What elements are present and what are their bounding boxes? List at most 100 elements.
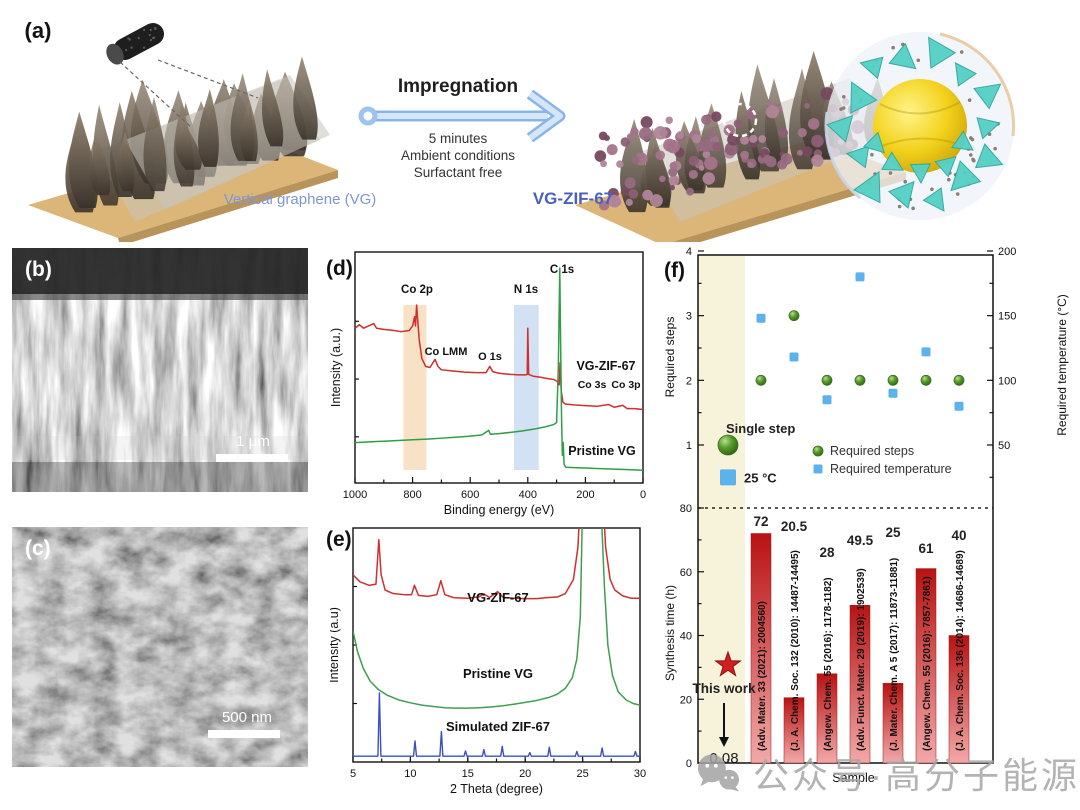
svg-text:Vertical graphene (VG): Vertical graphene (VG): [224, 191, 377, 208]
svg-text:80: 80: [680, 503, 692, 515]
svg-text:Pristine VG: Pristine VG: [463, 666, 533, 681]
svg-text:50: 50: [998, 440, 1010, 452]
zif67-molecule: [824, 32, 1016, 220]
watermark-text: 公众号·高分子能源: [753, 755, 1080, 796]
svg-text:1: 1: [686, 440, 692, 452]
svg-text:VG-ZIF-67: VG-ZIF-67: [533, 189, 613, 208]
svg-text:Co 2p: Co 2p: [401, 284, 433, 296]
scale-bar-b: 1 μm: [216, 433, 290, 462]
svg-text:Required temperature (°C): Required temperature (°C): [1055, 294, 1069, 436]
svg-text:600: 600: [461, 489, 479, 501]
svg-text:C 1s: C 1s: [550, 264, 574, 276]
svg-text:5 minutes: 5 minutes: [429, 131, 488, 146]
sem-texture-c: [12, 527, 308, 767]
svg-text:Intensity (a.u.): Intensity (a.u.): [330, 328, 343, 407]
svg-text:72: 72: [753, 514, 768, 529]
scale-bar-c: 500 nm: [208, 709, 286, 738]
svg-text:Ambient conditions: Ambient conditions: [401, 148, 515, 163]
svg-text:Surfactant free: Surfactant free: [414, 165, 503, 180]
graphene-sheet-inset: [106, 23, 165, 65]
svg-text:28: 28: [819, 545, 835, 560]
svg-text:Required steps: Required steps: [830, 444, 914, 458]
svg-text:Simulated ZIF-67: Simulated ZIF-67: [446, 719, 550, 734]
scale-bar-c-line: [208, 730, 280, 738]
panel-b-letter: (b): [25, 258, 52, 281]
svg-text:Pristine VG: Pristine VG: [568, 444, 635, 458]
scale-bar-b-text: 1 μm: [236, 433, 270, 450]
svg-text:(J. A. Chem. Soc. 132 (2010):: (J. A. Chem. Soc. 132 (2010): 14487-1449…: [790, 550, 801, 751]
svg-text:(Angew. Chem. 55 (2016): 1178-: (Angew. Chem. 55 (2016): 1178-1182): [823, 577, 834, 751]
svg-text:(Adv. Mater. 33 (2021): 200456: (Adv. Mater. 33 (2021): 2004560): [757, 601, 768, 751]
svg-text:25 °C: 25 °C: [744, 470, 777, 485]
svg-text:20: 20: [519, 768, 531, 780]
svg-text:Required temperature: Required temperature: [830, 462, 952, 476]
svg-text:VG-ZIF-67: VG-ZIF-67: [467, 590, 528, 605]
svg-text:Synthesis time (h): Synthesis time (h): [663, 585, 677, 681]
svg-text:10: 10: [404, 768, 416, 780]
xps-plot-svg: 0 200 400 600 800 1000 Binding energy (eV) Inte…: [330, 251, 646, 517]
svg-text:VG-ZIF-67: VG-ZIF-67: [576, 359, 635, 373]
svg-text:100: 100: [998, 375, 1016, 387]
panel-a-schematic: (a) Vertical graphene (VG) Impregnation 5 m…: [0, 0, 1080, 242]
panel-c-letter: (c): [25, 537, 51, 560]
scale-bar-b-line: [216, 454, 288, 462]
panel-f-comparison-chart: (f) 4 3 2 1 Required steps 200 150 100 50 Require…: [660, 245, 1080, 807]
svg-text:0: 0: [686, 758, 692, 770]
xrd-plot-svg: 5 10 15 20 25 30 2 Theta (degree) Intensity (a.…: [330, 527, 646, 796]
svg-text:(Adv. Funct. Mater. 29 (2019):: (Adv. Funct. Mater. 29 (2019): 1902539): [856, 568, 867, 751]
svg-text:4: 4: [686, 246, 692, 258]
svg-text:O 1s: O 1s: [478, 351, 502, 363]
svg-text:(Angew. Chem. 55 (2016): 7857-: (Angew. Chem. 55 (2016): 7857-7861): [922, 576, 933, 751]
panel-d-xps-chart: (d) 0 200 400 600 800 1000 Binding energy (eV)…: [326, 245, 662, 517]
panel-e-letter: (e): [326, 528, 352, 551]
panel-d-letter: (d): [326, 257, 353, 280]
svg-text:Binding energy (eV): Binding energy (eV): [444, 503, 554, 517]
svg-text:25: 25: [576, 768, 588, 780]
svg-text:49.5: 49.5: [847, 533, 874, 548]
svg-text:(J. A. Chem. Soc. 136 (2014):: (J. A. Chem. Soc. 136 (2014): 14686-1468…: [955, 550, 966, 751]
wechat-icon: [697, 754, 740, 792]
sem-texture-b: [12, 248, 308, 492]
svg-text:0: 0: [640, 489, 646, 501]
svg-text:5: 5: [350, 768, 356, 780]
svg-text:200: 200: [998, 246, 1016, 258]
svg-text:3: 3: [686, 311, 692, 323]
svg-text:20.5: 20.5: [781, 519, 808, 534]
svg-text:2: 2: [686, 375, 692, 387]
svg-text:30: 30: [634, 768, 646, 780]
svg-text:Impregnation: Impregnation: [398, 76, 518, 97]
svg-text:15: 15: [462, 768, 474, 780]
panel-a-svg: (a) Vertical graphene (VG) Impregnation 5 m…: [25, 18, 1016, 242]
panel-b-sem-image: (b) 1 μm: [12, 248, 308, 492]
svg-text:(J. Mater. Chem. A 5 (2017): 1: (J. Mater. Chem. A 5 (2017): 11873-11881…: [889, 558, 900, 751]
svg-text:40: 40: [680, 631, 692, 643]
svg-text:400: 400: [519, 489, 537, 501]
svg-text:Single step: Single step: [726, 421, 795, 436]
svg-text:Required steps: Required steps: [663, 317, 677, 398]
comparison-plot-svg: 4 3 2 1 Required steps 200 150 100 50 Required te…: [663, 246, 1069, 785]
scale-bar-c-text: 500 nm: [221, 709, 273, 726]
svg-text:This work: This work: [692, 681, 756, 696]
watermark: 公众号·高分子能源: [694, 740, 1080, 806]
svg-text:25: 25: [885, 525, 901, 540]
svg-text:61: 61: [918, 541, 934, 556]
svg-text:Co LMM: Co LMM: [425, 346, 468, 358]
svg-text:40: 40: [951, 528, 966, 543]
svg-text:(a): (a): [25, 18, 52, 43]
svg-text:200: 200: [576, 489, 594, 501]
svg-text:Co 3s: Co 3s: [578, 379, 607, 391]
svg-text:N 1s: N 1s: [514, 284, 538, 296]
svg-text:800: 800: [403, 489, 421, 501]
vg-illustration: [28, 23, 338, 242]
svg-text:1000: 1000: [343, 489, 367, 501]
svg-text:Co 3p: Co 3p: [611, 379, 640, 391]
panel-c-sem-image: (c) 500 nm: [12, 527, 308, 767]
svg-text:150: 150: [998, 311, 1016, 323]
panel-e-xrd-chart: (e) 5 10 15 20 25 30 2 Theta (degree) Intensity…: [326, 518, 662, 810]
svg-text:60: 60: [680, 567, 692, 579]
panel-f-letter: (f): [664, 259, 685, 282]
svg-text:Sample: Sample: [832, 771, 874, 785]
impregnation-arrow: [358, 89, 566, 143]
svg-text:Intensity (a.u): Intensity (a.u): [330, 607, 341, 683]
